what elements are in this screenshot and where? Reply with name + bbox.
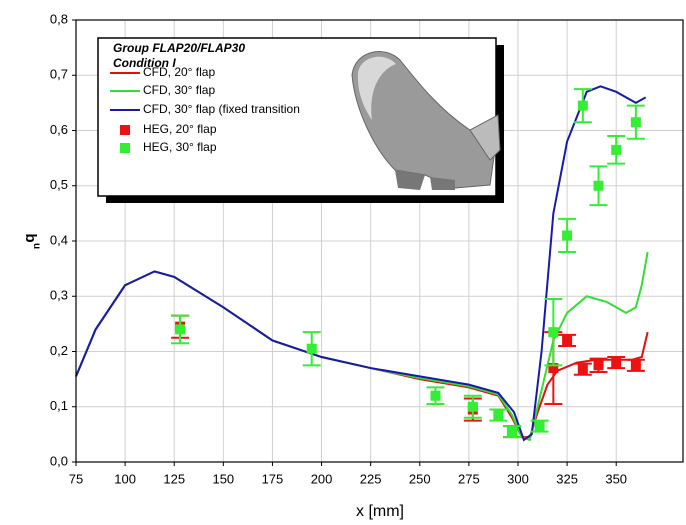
- y-axis-label-subscript: n: [32, 243, 43, 249]
- y-tick-label: 0,8: [50, 11, 68, 26]
- data-point: [493, 410, 503, 420]
- data-point: [175, 324, 185, 334]
- x-tick-label: 325: [556, 471, 578, 486]
- data-point: [594, 360, 604, 370]
- legend-swatch: [120, 143, 130, 153]
- legend-label: CFD, 20° flap: [143, 65, 215, 79]
- x-tick-label: 125: [163, 471, 185, 486]
- data-point: [548, 327, 558, 337]
- data-point: [430, 391, 440, 401]
- x-tick-label: 175: [262, 471, 284, 486]
- x-tick-label: 300: [507, 471, 529, 486]
- y-tick-label: 0,4: [50, 232, 68, 247]
- x-tick-label: 225: [360, 471, 382, 486]
- y-tick-label: 0,6: [50, 122, 68, 137]
- data-point: [578, 101, 588, 111]
- y-tick-label: 0,5: [50, 177, 68, 192]
- data-point: [611, 358, 621, 368]
- chart: Group FLAP20/FLAP30 Condition I CFD, 20°…: [0, 0, 686, 525]
- x-tick-label: 250: [409, 471, 431, 486]
- data-point: [578, 364, 588, 374]
- y-axis-label: q: [21, 233, 38, 242]
- data-point: [535, 421, 545, 431]
- data-point: [307, 344, 317, 354]
- data-point: [468, 402, 478, 412]
- y-tick-label: 0,1: [50, 398, 68, 413]
- legend-label: HEG, 30° flap: [143, 140, 217, 154]
- legend-label: HEG, 20° flap: [143, 122, 217, 136]
- x-tick-label: 150: [212, 471, 234, 486]
- x-tick-label: 200: [311, 471, 333, 486]
- data-point: [562, 335, 572, 345]
- y-tick-label: 0,0: [50, 453, 68, 468]
- data-point: [631, 117, 641, 127]
- x-axis-label: x [mm]: [356, 503, 404, 520]
- legend-title: Group FLAP20/FLAP30: [113, 41, 245, 55]
- y-tick-label: 0,3: [50, 288, 68, 303]
- data-point: [611, 145, 621, 155]
- data-point: [594, 181, 604, 191]
- y-tick-label: 0,2: [50, 343, 68, 358]
- data-point: [562, 230, 572, 240]
- x-tick-label: 100: [114, 471, 136, 486]
- x-tick-label: 350: [605, 471, 627, 486]
- y-tick-label: 0,7: [50, 67, 68, 82]
- legend-label: CFD, 30° flap (fixed transition: [143, 102, 300, 116]
- x-tick-label: 75: [69, 471, 83, 486]
- legend-label: CFD, 30° flap: [143, 83, 215, 97]
- legend-swatch: [120, 125, 130, 135]
- data-point: [631, 360, 641, 370]
- x-tick-label: 275: [458, 471, 480, 486]
- data-point: [507, 427, 517, 437]
